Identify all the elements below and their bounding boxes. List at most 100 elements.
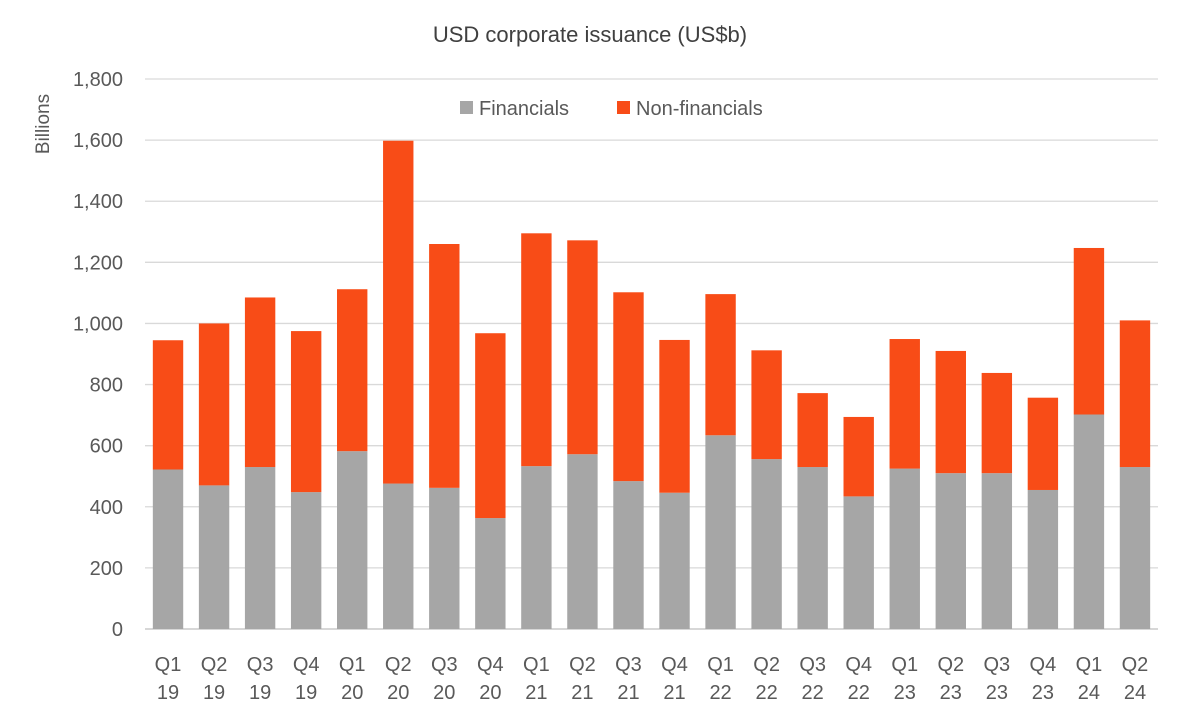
legend: Financials Non-financials	[460, 98, 763, 120]
bar-non-financials	[1119, 320, 1151, 468]
x-tick-label-year: 21	[525, 682, 547, 704]
bar-non-financials	[475, 333, 506, 519]
bar-financials	[889, 468, 920, 629]
bar-non-financials	[383, 140, 414, 484]
bar-financials	[981, 473, 1013, 629]
bar-financials	[1027, 489, 1059, 629]
x-tick-label-quarter: Q2	[385, 654, 412, 676]
bar-non-financials	[889, 339, 920, 469]
bar-financials	[659, 492, 690, 629]
x-tick-label-quarter: Q1	[1076, 654, 1103, 676]
x-tick-label-year: 20	[479, 682, 501, 704]
y-tick-label: 600	[90, 436, 123, 458]
x-tick-label-quarter: Q1	[339, 654, 366, 676]
x-tick-label-year: 21	[663, 682, 685, 704]
x-tick-label-year: 21	[571, 682, 593, 704]
bar-financials	[843, 496, 874, 629]
x-tick-label-year: 20	[341, 682, 363, 704]
x-tick-label-year: 23	[1032, 682, 1054, 704]
legend-swatch-financials	[460, 101, 473, 114]
bar-financials	[567, 454, 598, 629]
x-tick-label-quarter: Q1	[523, 654, 550, 676]
bar-financials	[198, 485, 230, 629]
x-tick-label-year: 20	[433, 682, 455, 704]
x-tick-label-quarter: Q3	[247, 654, 274, 676]
y-tick-label: 400	[90, 497, 123, 519]
bar-non-financials	[659, 339, 690, 493]
x-tick-label-year: 22	[709, 682, 731, 704]
legend-label-financials: Financials	[479, 98, 569, 120]
x-tick-label-year: 22	[802, 682, 824, 704]
bar-non-financials	[337, 289, 368, 452]
x-tick-label-quarter: Q3	[431, 654, 458, 676]
x-tick-label-quarter: Q1	[707, 654, 734, 676]
x-tick-label-quarter: Q2	[753, 654, 780, 676]
y-axis-label: Billions	[33, 94, 54, 154]
bar-non-financials	[843, 416, 874, 497]
x-tick-label-quarter: Q4	[1030, 654, 1057, 676]
y-tick-label: 1,200	[73, 252, 123, 274]
bar-financials	[383, 483, 414, 629]
bar-non-financials	[797, 393, 828, 468]
x-tick-label-quarter: Q2	[1122, 654, 1149, 676]
bar-financials	[935, 473, 966, 629]
bar-financials	[751, 459, 782, 629]
x-tick-label-year: 23	[986, 682, 1008, 704]
bar-non-financials	[567, 240, 598, 455]
x-tick-label-quarter: Q2	[937, 654, 964, 676]
legend-swatch-non-financials	[617, 101, 630, 114]
y-tick-label: 800	[90, 375, 123, 397]
x-tick-label-year: 22	[755, 682, 777, 704]
x-tick-label-year: 22	[848, 682, 870, 704]
x-tick-label-quarter: Q1	[891, 654, 918, 676]
bar-non-financials	[981, 372, 1013, 474]
bar-financials	[290, 492, 322, 629]
y-tick-label: 1,000	[73, 313, 123, 335]
x-tick-label-quarter: Q4	[845, 654, 872, 676]
bar-non-financials	[935, 350, 966, 474]
bar-financials	[244, 467, 276, 629]
bar-non-financials	[613, 292, 644, 482]
bar-non-financials	[244, 297, 276, 468]
x-tick-label-quarter: Q3	[983, 654, 1010, 676]
y-tick-label: 1,600	[73, 130, 123, 152]
x-tick-label-quarter: Q4	[477, 654, 504, 676]
bar-non-financials	[429, 244, 460, 488]
bar-non-financials	[290, 331, 322, 493]
x-tick-label-quarter: Q4	[293, 654, 320, 676]
bar-non-financials	[198, 323, 230, 486]
bar-financials	[475, 518, 506, 629]
bar-non-financials	[751, 350, 782, 460]
bar-financials	[1073, 414, 1105, 629]
x-tick-label-year: 19	[203, 682, 225, 704]
y-tick-label: 1,400	[73, 191, 123, 213]
bar-non-financials	[152, 340, 184, 470]
x-tick-label-year: 21	[617, 682, 639, 704]
x-tick-label-year: 24	[1124, 682, 1146, 704]
x-tick-label-year: 24	[1078, 682, 1100, 704]
x-tick-label-year: 19	[295, 682, 317, 704]
x-tick-label-year: 19	[157, 682, 179, 704]
x-tick-label-quarter: Q3	[615, 654, 642, 676]
bar-financials	[152, 469, 184, 629]
bar-financials	[521, 466, 552, 629]
y-tick-label: 200	[90, 558, 123, 580]
x-tick-label-quarter: Q3	[799, 654, 826, 676]
bar-financials	[337, 451, 368, 629]
bar-non-financials	[705, 294, 736, 436]
bar-financials	[797, 467, 828, 629]
bar-financials	[429, 487, 460, 629]
bar-non-financials	[1073, 247, 1105, 415]
bar-financials	[613, 481, 644, 629]
chart-title: USD corporate issuance (US$b)	[433, 22, 747, 47]
bar-financials	[1119, 467, 1151, 629]
x-tick-label-quarter: Q4	[661, 654, 688, 676]
x-tick-label-year: 23	[940, 682, 962, 704]
x-tick-label-quarter: Q2	[201, 654, 228, 676]
bar-financials	[705, 435, 736, 629]
legend-label-non-financials: Non-financials	[636, 98, 763, 120]
x-tick-label-year: 20	[387, 682, 409, 704]
x-tick-label-quarter: Q1	[155, 654, 182, 676]
